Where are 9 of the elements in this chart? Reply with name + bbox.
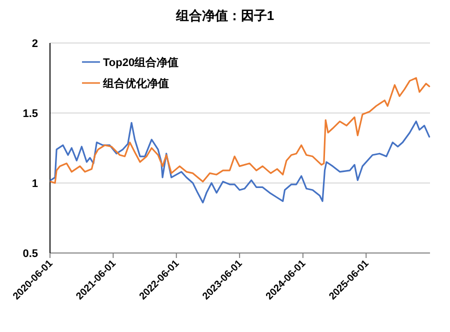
legend-label: Top20组合净值 bbox=[103, 56, 179, 69]
y-tick-label: 1.5 bbox=[22, 108, 38, 120]
y-tick-label: 1 bbox=[32, 178, 38, 190]
line-series bbox=[50, 120, 430, 204]
line-series bbox=[50, 77, 430, 184]
y-tick-label: 0.5 bbox=[22, 248, 38, 260]
y-tick-label: 2 bbox=[32, 38, 38, 50]
legend-label: 组合优化净值 bbox=[102, 77, 169, 90]
chart-title: 组合净值：因子1 bbox=[174, 8, 274, 23]
